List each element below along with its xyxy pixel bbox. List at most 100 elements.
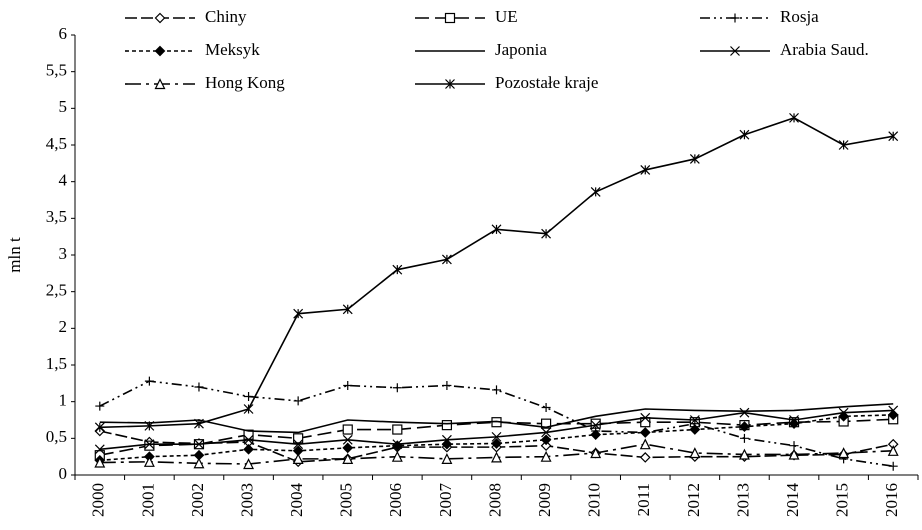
legend-label: UE — [495, 7, 518, 26]
marker — [342, 304, 353, 315]
marker — [640, 412, 651, 423]
x-tick-label: 2005 — [337, 483, 356, 517]
marker — [639, 452, 651, 463]
marker — [590, 420, 601, 431]
y-tick-label: 1,5 — [46, 354, 67, 373]
marker — [392, 264, 403, 275]
marker — [590, 447, 602, 459]
y-tick-label: 3,5 — [46, 207, 67, 226]
marker — [838, 140, 849, 150]
marker — [194, 418, 204, 429]
marker — [639, 427, 651, 438]
marker — [888, 131, 899, 142]
marker — [243, 434, 254, 445]
marker — [343, 381, 353, 391]
marker — [441, 420, 453, 431]
x-tick-label: 2001 — [138, 483, 157, 517]
y-tick-label: 1 — [59, 391, 68, 410]
y-tick-label: 5,5 — [46, 61, 67, 80]
x-tick-label: 2015 — [833, 483, 852, 517]
marker — [730, 46, 740, 56]
legend-label: Japonia — [495, 40, 547, 59]
marker — [739, 407, 750, 418]
marker — [94, 456, 106, 468]
y-tick-label: 4,5 — [46, 134, 67, 153]
marker — [590, 187, 601, 197]
marker — [391, 450, 403, 462]
x-tick-label: 2014 — [783, 483, 802, 518]
marker — [243, 443, 254, 455]
series-line — [99, 418, 894, 456]
y-tick-label: 5 — [59, 97, 68, 116]
x-tick-label: 2000 — [89, 483, 108, 517]
x-tick-label: 2008 — [485, 483, 504, 517]
marker — [94, 422, 105, 433]
marker — [887, 444, 899, 456]
marker — [789, 415, 799, 425]
marker — [144, 439, 155, 450]
marker — [442, 381, 452, 391]
marker — [94, 444, 105, 455]
marker — [789, 112, 799, 123]
marker — [491, 438, 502, 449]
x-tick-label: 2006 — [386, 483, 405, 517]
marker — [293, 396, 303, 406]
legend-label: Arabia Saud. — [780, 40, 869, 59]
marker — [441, 434, 452, 445]
legend-label: Hong Kong — [205, 73, 285, 92]
marker — [193, 457, 205, 469]
marker — [95, 401, 105, 411]
marker — [888, 405, 899, 416]
marker — [244, 392, 254, 402]
marker — [392, 424, 403, 435]
y-tick-label: 2 — [59, 317, 68, 336]
legend-label: Chiny — [205, 7, 247, 26]
marker — [143, 455, 155, 467]
y-tick-label: 3 — [59, 244, 68, 263]
marker — [689, 424, 701, 435]
marker — [491, 451, 502, 463]
legend-label: Pozostałe kraje — [495, 73, 598, 92]
marker — [154, 12, 166, 24]
marker — [342, 442, 354, 454]
marker — [144, 376, 154, 386]
marker — [541, 228, 552, 239]
marker — [639, 438, 651, 450]
y-tick-label: 2,5 — [46, 281, 67, 300]
marker — [243, 404, 254, 414]
marker — [194, 382, 204, 392]
x-tick-label: 2003 — [237, 483, 256, 517]
marker — [144, 440, 155, 451]
marker — [144, 420, 155, 431]
marker — [293, 308, 304, 319]
marker — [739, 433, 749, 443]
marker — [689, 415, 700, 425]
x-tick-label: 2016 — [882, 483, 901, 517]
marker — [540, 440, 552, 452]
marker — [541, 403, 551, 413]
marker — [441, 254, 452, 265]
y-tick-label: 6 — [59, 24, 68, 43]
marker — [689, 154, 700, 164]
y-axis-label: mln t — [5, 237, 24, 273]
y-tick-label: 0 — [59, 464, 68, 483]
marker — [444, 12, 456, 24]
x-tick-label: 2013 — [733, 483, 752, 517]
marker — [392, 439, 403, 450]
series-line — [99, 380, 894, 467]
x-tick-label: 2002 — [188, 483, 207, 517]
marker — [154, 78, 166, 90]
marker — [689, 447, 701, 459]
marker — [540, 418, 552, 429]
x-tick-label: 2011 — [634, 483, 653, 516]
marker — [788, 448, 800, 460]
marker — [738, 448, 750, 460]
marker — [292, 453, 304, 464]
marker — [590, 429, 602, 441]
marker — [342, 424, 353, 435]
y-tick-label: 4 — [59, 171, 68, 190]
marker — [441, 453, 453, 464]
marker — [342, 453, 354, 464]
marker — [739, 421, 750, 432]
